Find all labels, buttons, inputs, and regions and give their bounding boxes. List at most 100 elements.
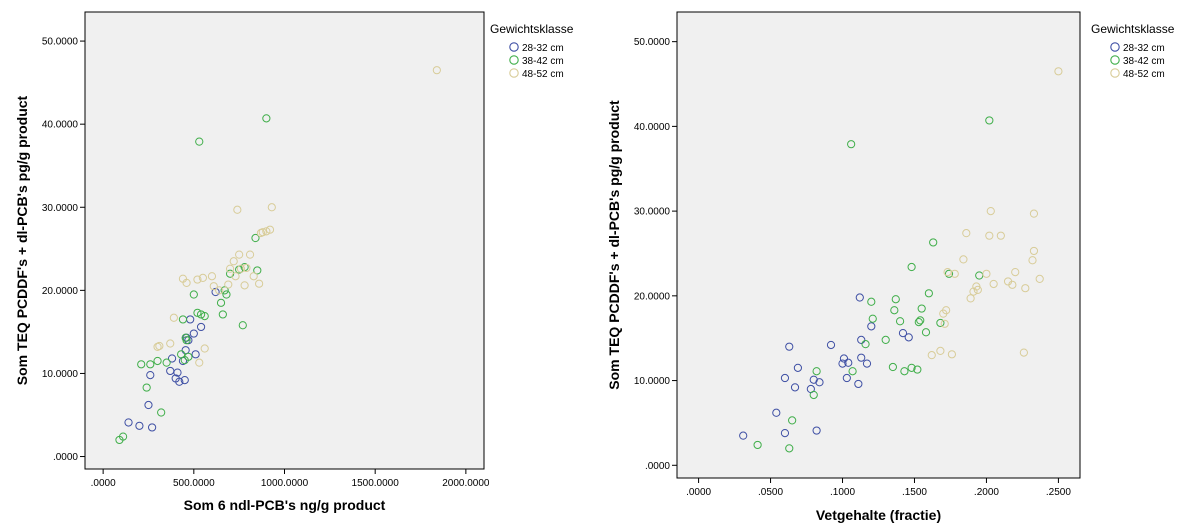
data-point — [914, 318, 923, 327]
y-tick-label: 20.0000 — [634, 291, 671, 302]
data-point — [867, 322, 876, 331]
data-point — [124, 418, 133, 427]
legend-title: Gewichtsklasse — [1091, 22, 1175, 36]
y-axis-title: Som TEQ PCDDF's + dl-PCB's pg/g product — [606, 100, 622, 390]
data-point — [196, 322, 206, 332]
x-tick-label: 2000.0000 — [442, 478, 490, 489]
x-tick-label: .1000 — [830, 487, 855, 498]
data-point — [251, 233, 260, 243]
plot-area — [84, 11, 485, 470]
x-tick-label: .0500 — [758, 487, 783, 498]
data-point — [182, 336, 191, 345]
data-point — [262, 227, 271, 236]
data-point — [182, 278, 191, 287]
chart-2: .0000 10.0000 20.0000 30.0000 40.0000 50.0000… — [606, 11, 1175, 523]
x-tick-label: 1000.0000 — [261, 478, 309, 489]
data-point — [838, 359, 847, 368]
data-point — [900, 367, 909, 376]
data-point — [790, 383, 800, 392]
data-point — [891, 295, 900, 304]
data-point — [267, 203, 276, 212]
data-point — [142, 383, 151, 392]
data-point — [207, 272, 217, 281]
data-point — [1021, 284, 1030, 293]
data-point — [178, 315, 188, 324]
data-point — [780, 373, 790, 383]
data-points — [115, 66, 441, 445]
data-point — [989, 279, 998, 289]
legend-marker — [1110, 68, 1120, 78]
data-point — [947, 350, 957, 359]
data-point — [793, 363, 803, 372]
data-point — [917, 304, 926, 313]
data-point — [854, 379, 863, 389]
data-point — [1029, 246, 1039, 256]
data-point — [916, 316, 925, 325]
data-point — [929, 238, 938, 247]
data-point — [855, 293, 864, 302]
data-point — [146, 371, 155, 380]
legend-marker — [509, 42, 519, 52]
x-tick-label: 1500.0000 — [352, 478, 400, 489]
data-point — [812, 367, 821, 376]
data-point — [258, 228, 267, 237]
data-point — [785, 444, 794, 453]
data-point — [193, 308, 202, 317]
data-point — [857, 353, 866, 362]
data-point — [195, 358, 204, 367]
data-point — [255, 279, 264, 288]
data-point — [225, 264, 235, 273]
plot-area — [676, 11, 1081, 479]
x-tick-label: 500.0000 — [173, 478, 215, 489]
legend-marker — [509, 55, 519, 65]
x-axis-title: Vetgehalte (fractie) — [816, 507, 941, 523]
data-point — [862, 359, 872, 368]
data-point — [137, 360, 146, 369]
data-point — [135, 421, 144, 430]
y-tick-label: 30.0000 — [634, 207, 671, 218]
data-point — [211, 287, 220, 297]
data-point — [986, 207, 995, 216]
data-point — [175, 377, 184, 386]
data-point — [157, 408, 166, 417]
data-point — [218, 310, 227, 319]
data-point — [155, 341, 164, 351]
data-point — [1054, 67, 1063, 76]
data-point — [950, 269, 959, 278]
data-point — [236, 264, 246, 273]
data-point — [982, 269, 991, 278]
data-point — [907, 262, 916, 272]
data-point — [189, 290, 198, 299]
y-tick-label: .0000 — [645, 461, 670, 472]
data-point — [118, 432, 128, 441]
legend-label: 48-52 cm — [1123, 69, 1165, 80]
data-points — [739, 67, 1063, 453]
data-point — [809, 390, 818, 400]
data-point — [788, 416, 797, 425]
data-point — [229, 257, 238, 266]
y-tick-label: 30.0000 — [42, 203, 79, 214]
data-point — [166, 339, 175, 348]
x-tick-label: .2500 — [1046, 487, 1071, 498]
data-point — [890, 306, 899, 315]
x-tick-label: .0000 — [91, 478, 116, 489]
data-point — [146, 360, 155, 369]
data-point — [898, 329, 908, 338]
data-point — [231, 272, 240, 281]
data-point — [242, 263, 251, 273]
data-point — [940, 319, 949, 328]
data-point — [233, 205, 242, 214]
data-point — [432, 66, 441, 75]
data-point — [245, 250, 255, 259]
data-point — [913, 365, 922, 374]
data-point — [238, 321, 247, 330]
data-point — [144, 400, 153, 410]
data-point — [936, 346, 945, 356]
data-point — [839, 354, 849, 363]
data-point — [235, 250, 244, 259]
data-point — [844, 358, 853, 367]
data-point — [209, 282, 218, 291]
data-point — [184, 352, 193, 361]
data-point — [262, 114, 271, 123]
